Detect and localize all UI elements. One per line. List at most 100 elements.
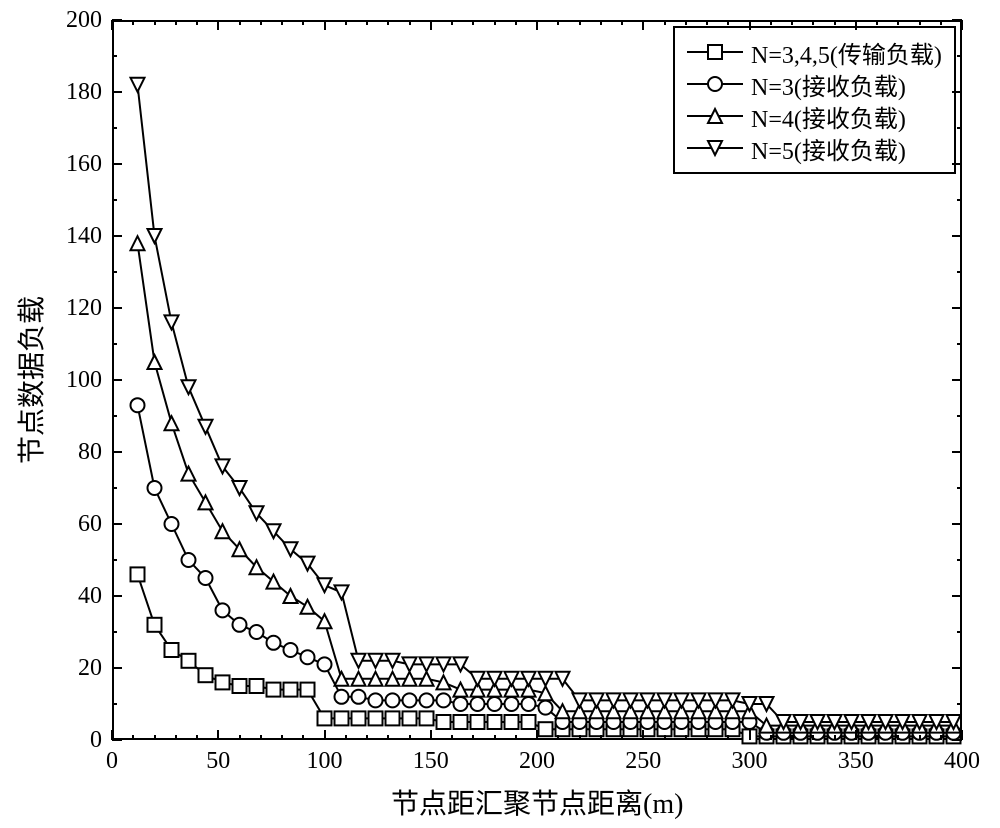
y-tick-major-right: [952, 235, 962, 237]
marker-circle: [505, 697, 519, 711]
x-tick-minor: [706, 735, 708, 740]
x-tick-minor-top: [196, 20, 198, 25]
x-axis-title: 节点距汇聚节点距离(m): [391, 782, 683, 822]
x-tick-label: 250: [625, 748, 661, 775]
x-tick-minor-top: [897, 20, 899, 25]
x-tick-minor-top: [770, 20, 772, 25]
y-tick-minor-right: [957, 55, 962, 57]
x-tick-minor-top: [791, 20, 793, 25]
y-tick-major-right: [952, 451, 962, 453]
marker-square: [233, 679, 247, 693]
legend-line: [687, 51, 743, 53]
marker-circle: [250, 625, 264, 639]
x-tick-minor: [239, 735, 241, 740]
y-tick-minor: [112, 127, 117, 129]
x-tick-minor: [727, 735, 729, 740]
x-tick-minor-top: [515, 20, 517, 25]
y-tick-minor-right: [957, 415, 962, 417]
x-tick-major-top: [536, 20, 538, 30]
y-tick-label: 100: [66, 367, 102, 394]
x-tick-minor: [387, 735, 389, 740]
x-tick-major-top: [111, 20, 113, 30]
marker-square: [403, 711, 417, 725]
x-tick-major: [430, 730, 432, 740]
marker-square: [505, 715, 519, 729]
marker-circle: [488, 697, 502, 711]
x-tick-minor-top: [302, 20, 304, 25]
x-tick-label: 100: [307, 748, 343, 775]
legend-item: N=3,4,5(传输负载): [687, 36, 942, 68]
marker-triangle-up: [301, 600, 315, 614]
x-tick-label: 0: [106, 748, 118, 775]
marker-square: [301, 683, 315, 697]
marker-circle: [386, 693, 400, 707]
x-tick-minor: [366, 735, 368, 740]
x-tick-minor: [175, 735, 177, 740]
y-tick-label: 20: [78, 655, 102, 682]
marker-square: [386, 711, 400, 725]
x-tick-minor-top: [664, 20, 666, 25]
x-tick-major: [855, 730, 857, 740]
x-tick-major-top: [217, 20, 219, 30]
y-tick-major-right: [952, 307, 962, 309]
marker-circle: [182, 553, 196, 567]
y-tick-minor: [112, 343, 117, 345]
x-tick-minor: [812, 735, 814, 740]
marker-triangle-down: [131, 78, 145, 92]
marker-triangle-down: [182, 380, 196, 394]
y-tick-major: [112, 163, 122, 165]
x-tick-minor: [940, 735, 942, 740]
x-tick-major: [324, 730, 326, 740]
x-tick-minor: [897, 735, 899, 740]
marker-triangle-up: [539, 686, 553, 700]
x-tick-major-top: [961, 20, 963, 30]
legend-line: [687, 147, 743, 149]
marker-square: [488, 715, 502, 729]
marker-circle: [335, 690, 349, 704]
marker-circle: [267, 636, 281, 650]
marker-triangle-up: [182, 467, 196, 481]
marker-square: [182, 654, 196, 668]
x-tick-minor-top: [387, 20, 389, 25]
x-tick-major-top: [855, 20, 857, 30]
x-tick-major-top: [749, 20, 751, 30]
x-tick-minor: [260, 735, 262, 740]
x-tick-minor: [621, 735, 623, 740]
y-tick-minor: [112, 271, 117, 273]
y-tick-minor-right: [957, 343, 962, 345]
x-tick-minor-top: [132, 20, 134, 25]
y-tick-label: 80: [78, 439, 102, 466]
marker-square: [318, 711, 332, 725]
marker-square: [471, 715, 485, 729]
x-tick-major: [642, 730, 644, 740]
legend-item: N=4(接收负载): [687, 100, 942, 132]
marker-triangle-up: [708, 109, 722, 123]
x-tick-minor: [132, 735, 134, 740]
marker-square: [216, 675, 230, 689]
x-tick-minor-top: [621, 20, 623, 25]
y-tick-minor-right: [957, 271, 962, 273]
marker-circle: [454, 697, 468, 711]
marker-square: [539, 722, 553, 736]
y-tick-minor: [112, 415, 117, 417]
x-tick-minor-top: [260, 20, 262, 25]
x-tick-minor: [281, 735, 283, 740]
y-tick-major: [112, 451, 122, 453]
y-axis-title: 节点数据负载: [10, 296, 50, 464]
y-tick-minor: [112, 631, 117, 633]
x-tick-minor-top: [345, 20, 347, 25]
x-tick-minor-top: [579, 20, 581, 25]
marker-triangle-up: [437, 675, 451, 689]
marker-square: [454, 715, 468, 729]
marker-triangle-down: [199, 420, 213, 434]
marker-circle: [369, 693, 383, 707]
x-tick-minor: [876, 735, 878, 740]
x-tick-minor-top: [834, 20, 836, 25]
x-tick-minor: [409, 735, 411, 740]
series-line: [138, 243, 954, 725]
x-tick-label: 350: [838, 748, 874, 775]
marker-square: [131, 567, 145, 581]
marker-square: [284, 683, 298, 697]
marker-circle: [437, 693, 451, 707]
x-tick-minor: [345, 735, 347, 740]
